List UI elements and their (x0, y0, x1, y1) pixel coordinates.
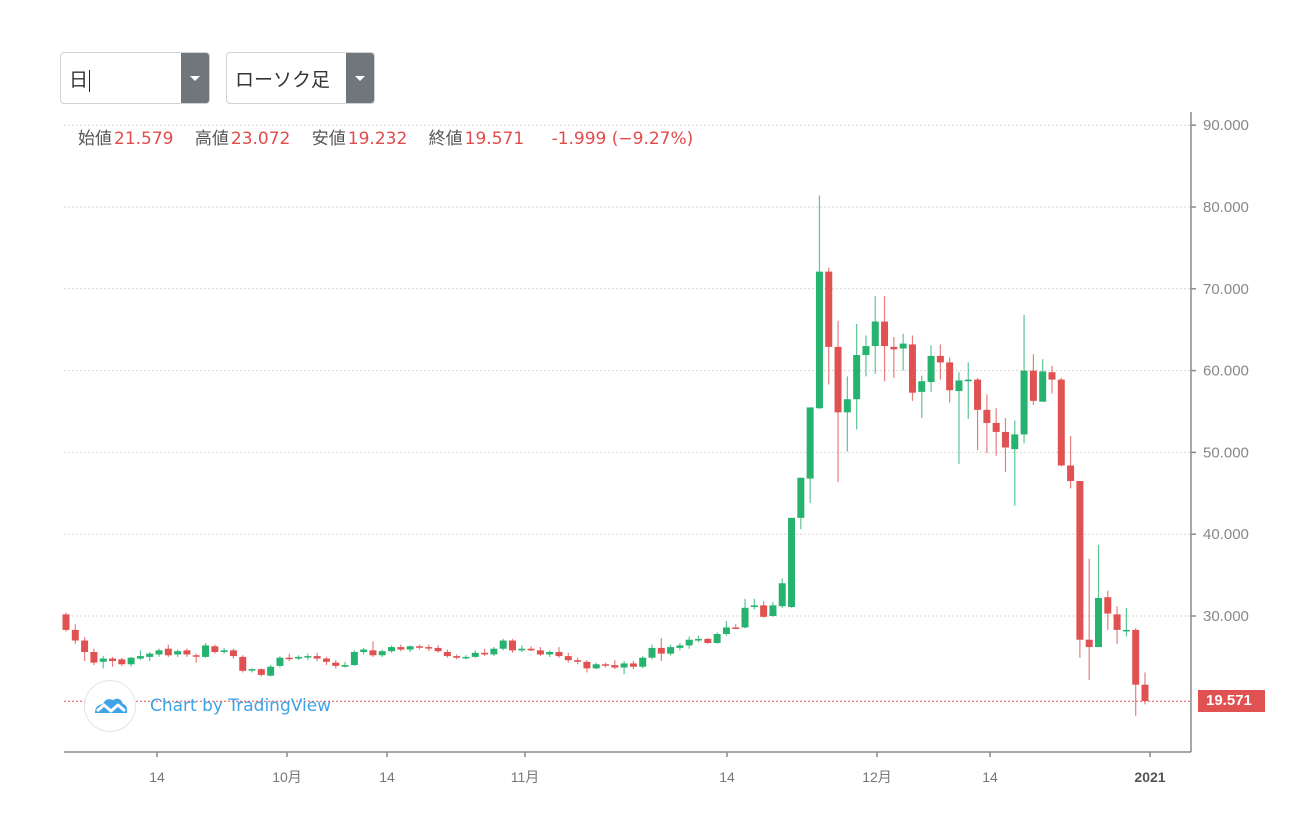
time-tick-label: 14 (719, 769, 735, 785)
price-tick-label: 30.000 (1203, 608, 1249, 625)
text-cursor (89, 69, 91, 92)
time-tick-label: 2021 (1134, 769, 1165, 785)
time-axis-labels: 14 10月 14 11月 14 12月 14 2021 (149, 752, 1166, 785)
price-tick-label: 70.000 (1203, 281, 1249, 298)
price-tick-label: 90.000 (1203, 117, 1249, 134)
ohlc-legend: 始値 21.579 高値 23.072 安値 19.232 終値 19.571 -1.9… (78, 124, 693, 149)
chart-type-select[interactable]: ローソク足 (226, 52, 375, 104)
chart-type-select-value: ローソク足 (235, 69, 331, 91)
high-label: 高値 (194, 129, 229, 149)
candles (62, 195, 1149, 716)
price-tick-label: 80.000 (1203, 199, 1249, 216)
last-price-tag: 19.571 (1198, 690, 1265, 713)
price-tick-label: 40.000 (1203, 526, 1249, 543)
change-value: -1.999 (−9.27%) (551, 129, 694, 149)
time-tick-label: 12月 (862, 769, 892, 785)
low-label: 安値 (311, 129, 346, 149)
time-tick-label: 11月 (511, 769, 540, 785)
time-tick-label: 10月 (272, 769, 302, 785)
close-value: 19.571 (464, 129, 525, 149)
time-tick-label: 14 (982, 769, 998, 785)
tradingview-cloud-icon (95, 698, 128, 713)
price-tick-label: 50.000 (1203, 444, 1249, 461)
chevron-down-icon[interactable] (181, 53, 209, 103)
close-label: 終値 (428, 129, 463, 149)
time-tick-label: 14 (149, 769, 165, 785)
interval-select[interactable]: 日 (60, 52, 210, 104)
chevron-down-icon[interactable] (346, 53, 374, 103)
price-axis-labels: 90.000 80.000 70.000 60.000 50.000 40.000 30.0… (1191, 117, 1249, 625)
interval-select-value: 日 (69, 69, 91, 92)
high-value: 23.072 (230, 129, 291, 149)
tradingview-attribution-link[interactable]: Chart by TradingView (150, 696, 332, 716)
grid-lines (64, 124, 1191, 617)
low-value: 19.232 (347, 129, 408, 149)
open-value: 21.579 (114, 129, 174, 149)
tradingview-logo[interactable] (84, 680, 136, 732)
time-tick-label: 14 (379, 769, 395, 785)
open-label: 始値 (78, 129, 112, 149)
price-tick-label: 60.000 (1203, 363, 1249, 380)
